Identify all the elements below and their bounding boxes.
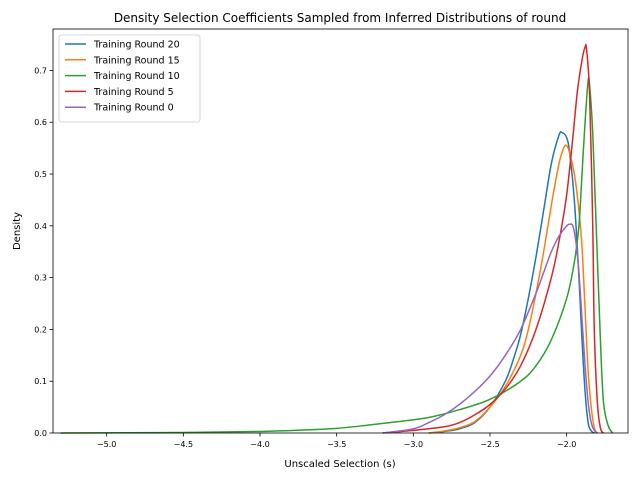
x-tick-label: −3.5 (327, 440, 346, 449)
series-line-training-round-15 (428, 144, 598, 434)
y-tick-label: 0.3 (34, 274, 47, 283)
chart-title: Density Selection Coefficients Sampled f… (114, 11, 566, 25)
x-tick-label: −5.0 (97, 440, 116, 449)
y-tick-label: 0.2 (34, 325, 47, 334)
x-axis: −5.0 −4.5 −4.0 −3.5 −3.0 −2.5 −2.0 (97, 433, 576, 449)
x-tick-label: −2.5 (480, 440, 499, 449)
x-tick-label: −2.0 (557, 440, 576, 449)
series-line-training-round-5 (382, 43, 605, 434)
legend-label: Training Round 0 (93, 103, 174, 114)
y-tick-label: 0.5 (34, 170, 47, 179)
x-axis-label: Unscaled Selection (s) (284, 459, 395, 470)
y-tick-label: 0.0 (34, 429, 47, 438)
series-layer (60, 43, 614, 434)
series-line-training-round-10 (60, 76, 614, 434)
legend-label: Training Round 15 (93, 55, 180, 66)
x-tick-label: −4.5 (174, 440, 193, 449)
y-tick-label: 0.1 (34, 377, 47, 386)
x-tick-label: −4.0 (250, 440, 269, 449)
y-tick-label: 0.4 (34, 222, 47, 231)
legend-label: Training Round 5 (93, 87, 174, 98)
legend-box (58, 34, 201, 123)
y-axis-label: Density (12, 212, 23, 250)
legend: Training Round 20 Training Round 15 Traini… (58, 34, 201, 123)
plot-area-frame (52, 28, 629, 434)
y-tick-label: 0.7 (34, 66, 47, 75)
series-line-training-round-0 (382, 223, 598, 434)
legend-label: Training Round 20 (93, 40, 180, 51)
y-tick-label: 0.6 (34, 118, 47, 127)
x-tick-label: −3.0 (404, 440, 423, 449)
y-axis: 0.0 0.1 0.2 0.3 0.4 0.5 0.6 0.7 (34, 66, 53, 438)
legend-label: Training Round 10 (93, 71, 180, 82)
